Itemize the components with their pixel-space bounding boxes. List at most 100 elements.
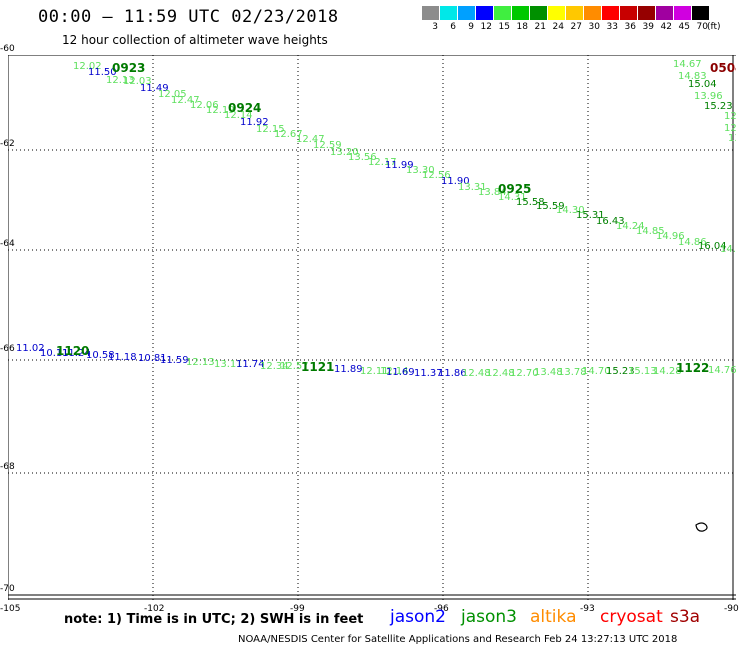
legend-tick-label: 3 — [432, 22, 438, 32]
track-time-label: 0923 — [112, 61, 145, 75]
legend-tick-label: 9 — [468, 22, 474, 32]
wave-height-label: 14.96 — [656, 231, 685, 242]
legend-tick-label: 42 — [660, 22, 672, 32]
wave-height-label: 12.13 — [106, 75, 135, 86]
wave-height-label: 12.59 — [313, 140, 342, 151]
wave-height-label: 14.85 — [636, 226, 665, 237]
wave-height-label: 14.24 — [616, 221, 645, 232]
wave-height-label: 12.06 — [190, 100, 219, 111]
legend-tick-label: 15 — [498, 22, 510, 32]
legend-tick-label: 12 — [480, 22, 492, 32]
track-time-label: 0925 — [498, 182, 531, 196]
wave-height-label: 12.47 — [171, 95, 200, 106]
legend-tick-label: 33 — [606, 22, 618, 32]
longitude-tick-label: -96 — [434, 604, 449, 614]
wave-height-label: 15.58 — [516, 197, 545, 208]
legend-swatch — [566, 6, 584, 20]
longitude-tick-label: -99 — [290, 604, 305, 614]
legend-tick-label: 70 — [696, 22, 708, 32]
island-outline — [695, 522, 708, 532]
legend-swatch — [674, 6, 692, 20]
credit-line: NOAA/NESDIS Center for Satellite Applica… — [238, 634, 678, 645]
wave-height-label: 12.15 — [256, 124, 285, 135]
wave-height-label: 14.86 — [678, 237, 707, 248]
wave-height-label: 12.13 — [186, 357, 215, 368]
wave-height-label: 12.02 — [73, 61, 102, 72]
wave-height-label: 12.17 — [368, 157, 397, 168]
wave-height-label: 11.50 — [88, 67, 117, 78]
wave-height-label: 11.02 — [16, 343, 45, 354]
legend-tick-label: 36 — [624, 22, 636, 32]
wave-height-label: 12.57 — [280, 361, 309, 372]
track-time-label: 1122 — [676, 361, 709, 375]
legend-swatch — [512, 6, 530, 20]
wave-height-label: 14.28 — [653, 366, 682, 377]
wave-height-label: 12.48 — [486, 368, 515, 379]
legend-tick-label: 24 — [552, 22, 564, 32]
altimeter-map: 12.0211.5012.1312.0311.4912.0512.4712.06… — [8, 55, 736, 600]
wave-height-label: 11.69 — [386, 367, 415, 378]
color-scale-labels: 3 6 9 12 15 18 21 24 27 30 33 36 39 42 45 70 — [422, 22, 710, 32]
page-title: 00:00 – 11:59 UTC 02/23/2018 — [38, 7, 339, 27]
satellite-name: cryosat — [600, 607, 663, 627]
wave-height-label: 15.23 — [606, 366, 635, 377]
legend-tick-label: 39 — [642, 22, 654, 32]
satellite-name: jason3 — [461, 607, 517, 627]
wave-height-label: 13.48 — [534, 367, 563, 378]
wave-height-label: 10.81 — [138, 353, 167, 364]
wave-height-label: 12.67 — [274, 129, 303, 140]
legend-swatch — [584, 6, 602, 20]
legend-swatch — [476, 6, 494, 20]
wave-height-label: 13.56 — [348, 152, 377, 163]
wave-height-label: 13.84 — [478, 187, 507, 198]
legend-tick-label: 45 — [678, 22, 690, 32]
track-time-label: 1121 — [301, 360, 334, 374]
latitude-tick-label: -62 — [0, 139, 15, 149]
wave-height-label: 11.37 — [414, 368, 443, 379]
wave-height-label: 11.89 — [334, 364, 363, 375]
legend-tick-label: 21 — [534, 22, 546, 32]
wave-height-label: 12.19 — [206, 105, 235, 116]
latitude-tick-label: -70 — [0, 584, 15, 594]
legend-swatch — [422, 6, 440, 20]
legend-swatch — [692, 6, 710, 20]
legend-swatch — [638, 6, 656, 20]
wave-height-label: 13 — [728, 133, 736, 144]
wave-height-label: 15.59 — [536, 201, 565, 212]
latitude-tick-label: -66 — [0, 344, 15, 354]
wave-height-label: 12.70 — [510, 368, 539, 379]
wave-height-label: 11.86 — [438, 368, 467, 379]
legend-tick-label: 30 — [588, 22, 600, 32]
satellite-name: jason2 — [390, 607, 446, 627]
wave-height-label: 11.24 — [62, 348, 91, 359]
wave-height-label: 11.59 — [160, 355, 189, 366]
wave-height-label: 11.92 — [240, 117, 269, 128]
legend-swatch — [458, 6, 476, 20]
wave-height-label: 12.05 — [158, 89, 187, 100]
track-time-label: 0924 — [228, 101, 261, 115]
legend-swatch — [494, 6, 512, 20]
track-time-label: 0504 — [710, 61, 736, 75]
footnote: note: 1) Time is in UTC; 2) SWH is in fe… — [64, 612, 364, 627]
legend-swatch — [620, 6, 638, 20]
color-scale-legend — [422, 6, 710, 20]
wave-height-label: 12.03 — [123, 76, 152, 87]
track-id-labels: 0923 0924 0925 1120 1121 1122 0504 — [56, 61, 736, 375]
map-grid — [8, 55, 736, 600]
wave-height-label: 11.18 — [108, 352, 137, 363]
latitude-tick-label: -68 — [0, 462, 15, 472]
wave-height-label: 13.78 — [558, 367, 587, 378]
wave-height-label: 15.04 — [688, 79, 717, 90]
wave-height-label: 12.47 — [296, 134, 325, 145]
longitude-tick-label: -93 — [580, 604, 595, 614]
wave-height-label: 10.58 — [86, 350, 115, 361]
wave-height-label: 11.49 — [140, 83, 169, 94]
legend-swatch — [440, 6, 458, 20]
wave-height-label: 16.04 — [698, 241, 727, 252]
wave-height-label: 13.31 — [458, 182, 487, 193]
wave-height-label: 14.60 — [720, 244, 736, 255]
wave-height-label: 13.30 — [406, 165, 435, 176]
wave-height-label: 12.14 — [224, 110, 253, 121]
legend-swatch — [530, 6, 548, 20]
wave-height-label: 12.14 — [380, 366, 409, 377]
